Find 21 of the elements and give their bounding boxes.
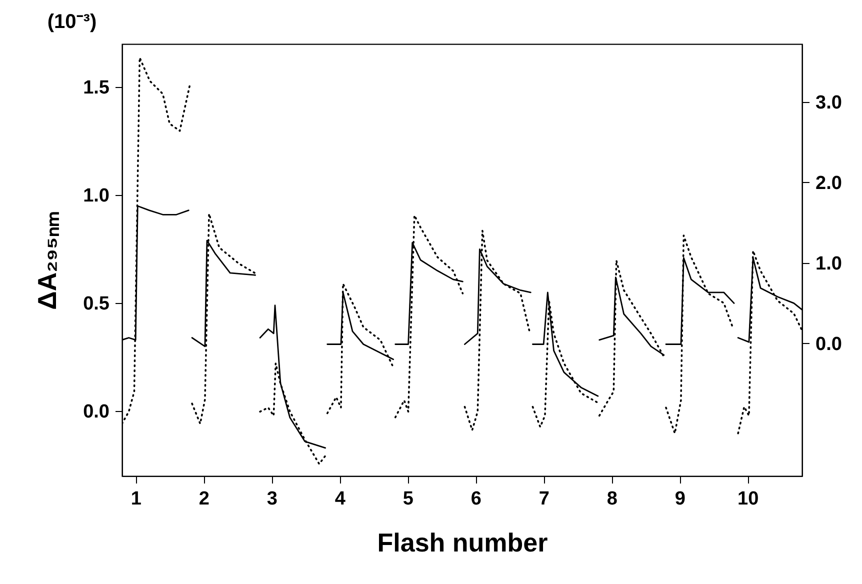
y2-tick-label: 3.0 [816, 92, 842, 114]
y-tick-label: 1.5 [83, 78, 110, 99]
y-tick-label: 0.5 [83, 294, 110, 315]
y-axis-title: ΔA₂₉₅ₙₘ [32, 211, 62, 310]
x-tick-label: 10 [738, 488, 759, 510]
y2-tick-label: 1.0 [816, 253, 842, 274]
x-axis-title: Flash number [377, 528, 548, 558]
x-tick-label: 9 [674, 488, 686, 510]
text: (10⁻³) [47, 11, 97, 33]
y2-tick-label: 0.0 [816, 334, 842, 355]
y-tick-label: 0.0 [83, 402, 110, 423]
y-tick-label: 1.0 [83, 186, 110, 207]
x-tick-label: 1 [130, 488, 142, 510]
x-tick-label: 7 [538, 488, 550, 510]
x-tick-label: 2 [198, 488, 210, 510]
x-tick-label: 6 [470, 488, 482, 510]
x-tick-label: 4 [334, 488, 346, 510]
x-tick-label: 3 [266, 488, 278, 510]
x-tick-label: 8 [606, 488, 618, 510]
x-tick-label: 5 [402, 488, 414, 510]
y2-tick-label: 2.0 [816, 172, 842, 194]
